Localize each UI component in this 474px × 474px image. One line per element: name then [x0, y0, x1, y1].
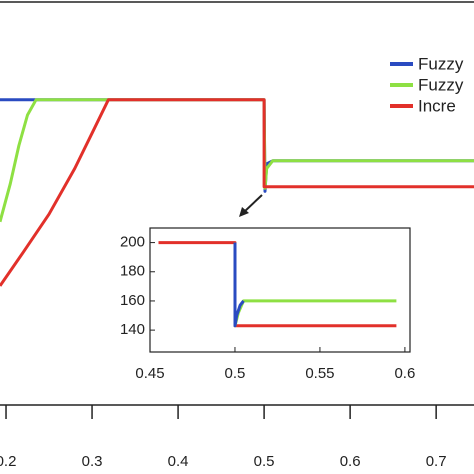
y-tick-label: 180: [120, 263, 145, 280]
series-line: [0, 98, 474, 287]
x-tick-label: 0.3: [82, 453, 103, 470]
legend-label: Incre: [418, 96, 456, 115]
x-tick-label: 0.5: [225, 365, 246, 382]
inset-frame: [149, 227, 411, 353]
y-tick-label: 160: [120, 292, 145, 309]
annotation-arrow: [243, 194, 263, 213]
y-tick-label: 200: [120, 234, 145, 251]
x-tick-label: 0.7: [426, 453, 447, 470]
legend-label: Fuzzy: [418, 54, 464, 73]
x-tick-label: 0.5: [254, 453, 275, 470]
series-line: [233, 242, 245, 328]
annotation-arrowhead: [239, 207, 249, 217]
series-line: [0, 98, 474, 223]
x-tick-label: 0.55: [305, 365, 334, 382]
x-tick-label: 0.2: [0, 453, 16, 470]
x-tick-label: 0.6: [340, 453, 361, 470]
x-tick-label: 0.45: [135, 365, 164, 382]
x-tick-label: 0.4: [168, 453, 189, 470]
x-tick-label: 0.6: [394, 365, 415, 382]
y-tick-label: 140: [120, 321, 145, 338]
legend-label: Fuzzy: [418, 75, 464, 94]
